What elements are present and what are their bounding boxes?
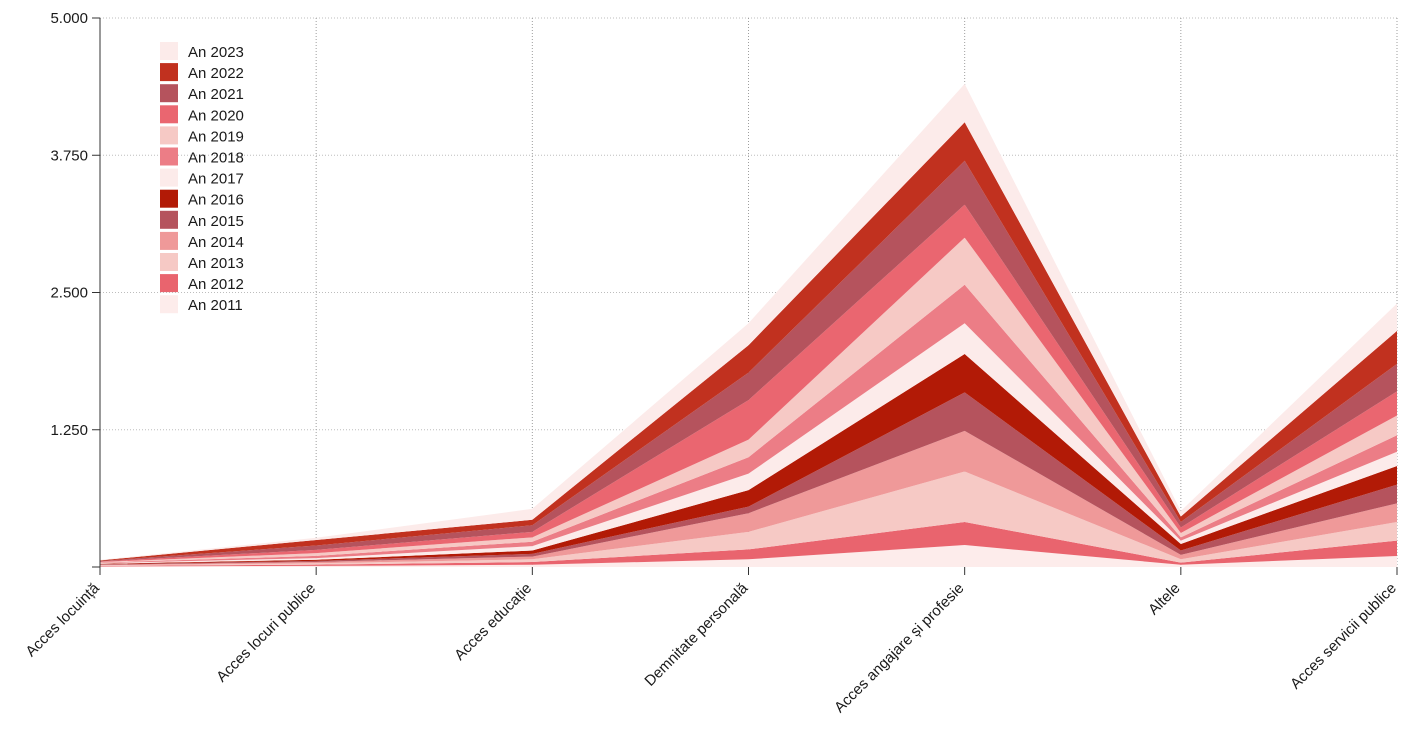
- legend-swatch: [160, 126, 178, 145]
- x-tick-label: Altele: [1145, 580, 1184, 619]
- legend-swatch: [160, 295, 178, 314]
- legend-swatch: [160, 274, 178, 293]
- legend-swatch: [160, 253, 178, 271]
- x-tick-label: Acces locuință: [22, 579, 103, 660]
- legend-item: An 2011: [160, 295, 243, 314]
- y-tick-label: 5.000: [50, 10, 88, 27]
- legend-swatch: [160, 42, 178, 60]
- legend-label: An 2017: [188, 171, 244, 188]
- legend-item: An 2012: [160, 274, 244, 293]
- legend-label: An 2018: [188, 150, 244, 167]
- legend-label: An 2014: [188, 234, 244, 251]
- y-tick-label: 3.750: [50, 147, 88, 164]
- legend-label: An 2012: [188, 276, 244, 293]
- series-area-an-2011: [100, 545, 1397, 567]
- legend-swatch: [160, 147, 178, 166]
- area-series: [100, 83, 1397, 567]
- legend-swatch: [160, 105, 178, 124]
- legend-item: An 2016: [160, 189, 244, 209]
- series-area-an-2012: [100, 521, 1397, 567]
- legend-label: An 2015: [188, 213, 244, 230]
- legend: An 2023 An 2022 An 2021 An 2020 An 2019 An 20…: [160, 42, 244, 314]
- legend-swatch: [160, 210, 178, 229]
- legend-label: An 2021: [188, 86, 244, 103]
- legend-item: An 2020: [160, 105, 244, 124]
- y-tick-label: 2.500: [50, 285, 88, 302]
- legend-item: An 2022: [160, 63, 244, 82]
- legend-swatch: [160, 63, 178, 82]
- legend-label: An 2020: [188, 107, 244, 124]
- legend-swatch: [160, 168, 178, 187]
- x-tick-label: Acces locuri publice: [213, 580, 319, 686]
- legend-label: An 2013: [188, 255, 244, 272]
- legend-swatch: [160, 189, 178, 208]
- legend-label: An 2019: [188, 128, 244, 145]
- x-tick-label: Acces angajare și profesie: [831, 580, 967, 716]
- legend-label: An 2016: [188, 192, 244, 209]
- legend-item: An 2023: [160, 42, 244, 61]
- legend-item: An 2014: [160, 231, 244, 251]
- legend-label: An 2011: [188, 297, 243, 314]
- legend-item: An 2021: [160, 84, 244, 103]
- x-tick-label: Demnitate personală: [641, 579, 751, 689]
- x-tick-label: Acces educație: [451, 580, 535, 664]
- legend-item: An 2018: [160, 147, 244, 167]
- legend-item: An 2015: [160, 210, 244, 230]
- legend-swatch: [160, 84, 178, 103]
- y-tick-label: 1.250: [50, 422, 88, 439]
- x-tick-label: Acces servicii publice: [1287, 580, 1400, 693]
- legend-item: An 2019: [160, 126, 244, 145]
- legend-item: An 2017: [160, 168, 244, 188]
- legend-label: An 2022: [188, 65, 244, 82]
- legend-swatch: [160, 231, 178, 250]
- series-area-an-2013: [100, 471, 1397, 566]
- legend-label: An 2023: [188, 44, 244, 61]
- legend-item: An 2013: [160, 253, 244, 272]
